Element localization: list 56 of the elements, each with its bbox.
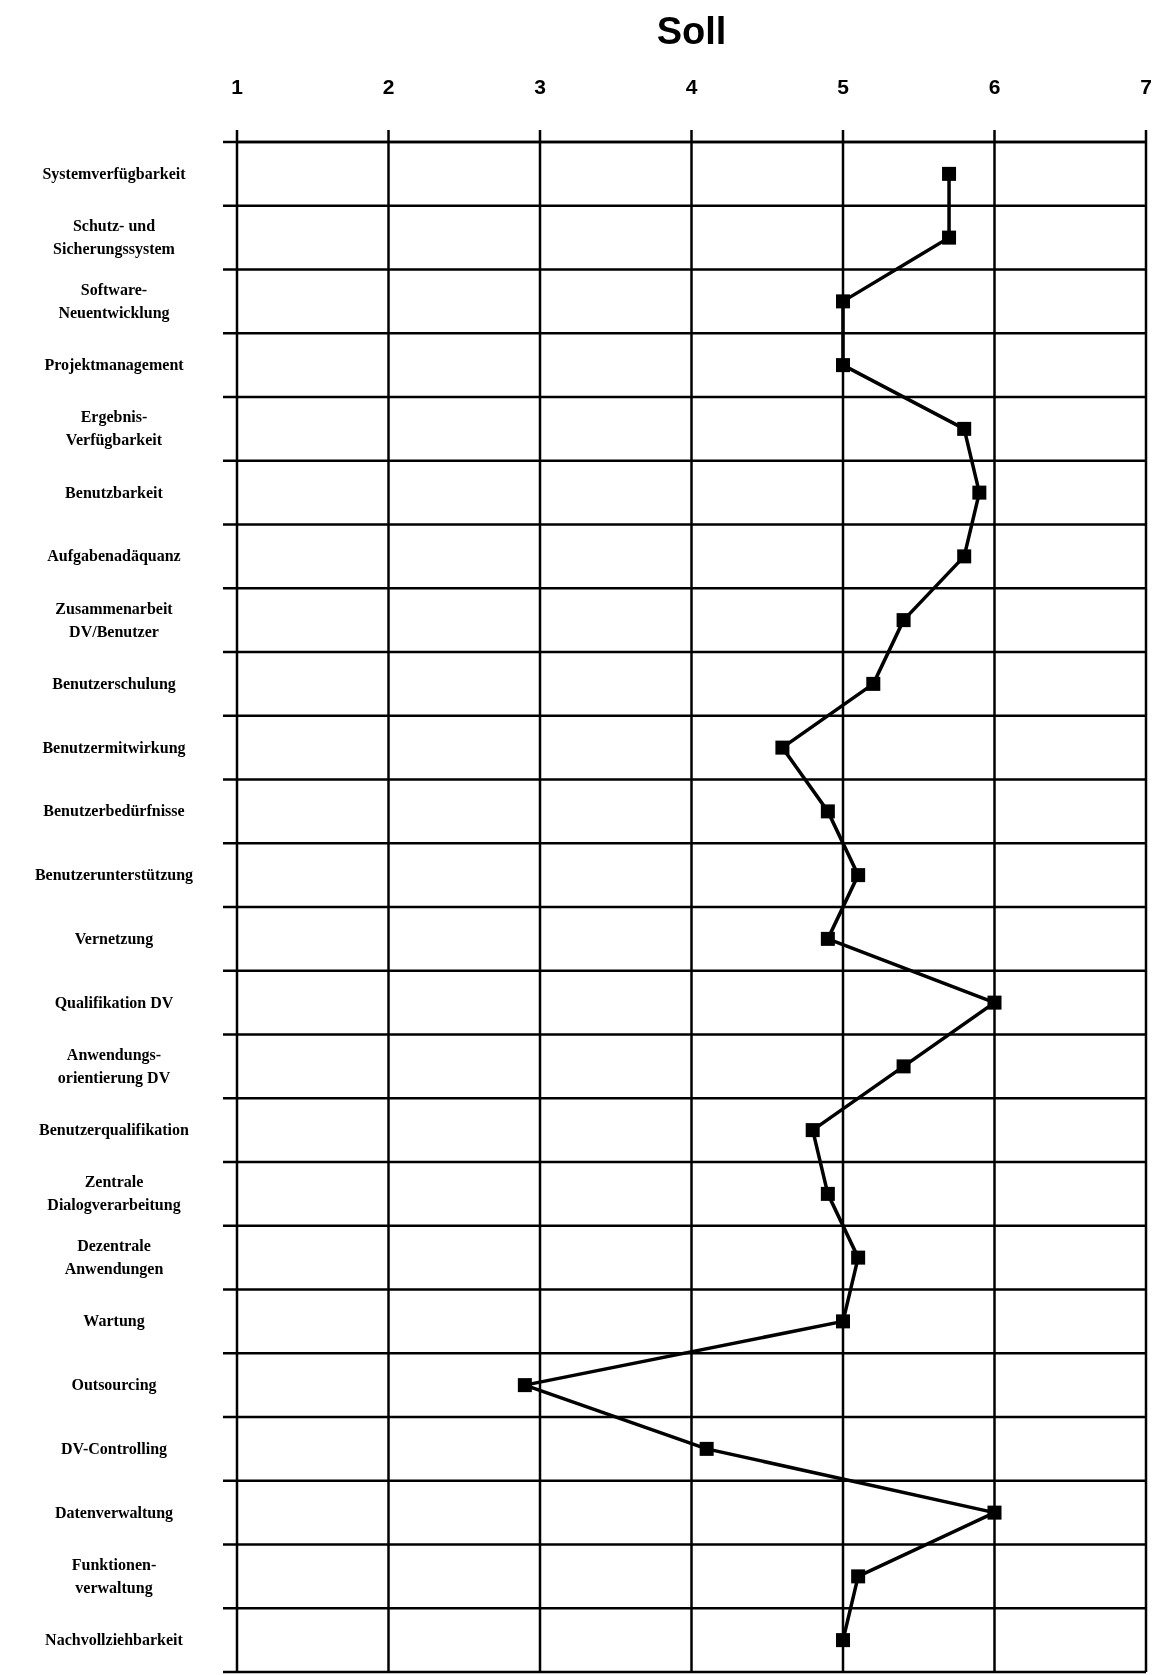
- point: [942, 166, 957, 181]
- y-tick-label: Outsourcing: [71, 1376, 157, 1395]
- y-tick-label: Benutzermitwirkung: [42, 738, 186, 757]
- point: [820, 931, 835, 946]
- y-tick-label: Aufgabenadäquanz: [47, 547, 181, 566]
- point: [699, 1441, 714, 1456]
- point: [517, 1378, 532, 1393]
- x-tick-label: 7: [1140, 75, 1152, 98]
- y-tick-label: Benutzerunterstützung: [34, 866, 194, 885]
- y-tick-label: Wartung: [83, 1312, 145, 1331]
- y-tick-label: Ergebnis- Verfügbarkeit: [65, 408, 163, 450]
- y-tick-label: Zusammenarbeit DV/Benutzer: [55, 599, 174, 640]
- point: [836, 1633, 850, 1648]
- y-tick-label: Benutzerbedürfnisse: [43, 802, 185, 820]
- y-tick-label: Funktionen- verwaltung: [71, 1555, 157, 1597]
- y-tick-label: DV-Controlling: [60, 1439, 168, 1458]
- point: [866, 676, 881, 691]
- y-tick-label: Systemverfügbarkeit: [42, 164, 187, 183]
- point: [987, 1505, 1002, 1520]
- y-tick-label: Nachvollziehbarkeit: [45, 1631, 184, 1649]
- point: [987, 995, 1002, 1010]
- point: [851, 1250, 866, 1265]
- point: [851, 1569, 866, 1584]
- y-tick-label: Benutzerqualifikation: [39, 1121, 190, 1140]
- point: [851, 868, 866, 883]
- x-tick-label: 5: [837, 75, 850, 98]
- point: [775, 740, 790, 755]
- chart-title: Soll: [656, 10, 727, 52]
- point: [972, 485, 987, 500]
- point: [942, 230, 957, 245]
- point: [836, 294, 850, 309]
- point: [896, 1059, 911, 1074]
- x-tick-label: 2: [382, 75, 395, 98]
- point: [896, 613, 911, 628]
- point: [805, 1123, 820, 1138]
- point: [957, 549, 972, 564]
- point: [957, 421, 972, 436]
- point: [836, 1314, 850, 1329]
- point: [820, 1186, 835, 1201]
- y-tick-label: Qualifikation DV: [54, 993, 174, 1011]
- y-tick-label: Zentrale Dialogverarbeitung: [47, 1173, 181, 1215]
- y-tick-label: Datenverwaltung: [54, 1503, 174, 1522]
- y-tick-label: Vernetzung: [74, 929, 154, 948]
- y-tick-label: Anwendungs- orientierung DV: [57, 1045, 171, 1087]
- x-tick-label: 4: [685, 75, 698, 98]
- y-tick-label: Projektmanagement: [44, 356, 185, 375]
- y-tick-label: Benutzbarkeit: [65, 483, 164, 501]
- y-tick-label: Schutz- und Sicherungssystem: [53, 217, 176, 259]
- point: [836, 358, 850, 373]
- y-tick-label: Software- Neuentwicklung: [58, 280, 170, 322]
- x-tick-label: 6: [988, 75, 1001, 98]
- y-tick-label: Benutzerschulung: [52, 674, 176, 693]
- point: [820, 804, 835, 819]
- x-tick-label: 3: [534, 75, 546, 98]
- y-tick-label: Dezentrale Anwendungen: [64, 1237, 164, 1279]
- x-tick-label: 1: [231, 75, 244, 98]
